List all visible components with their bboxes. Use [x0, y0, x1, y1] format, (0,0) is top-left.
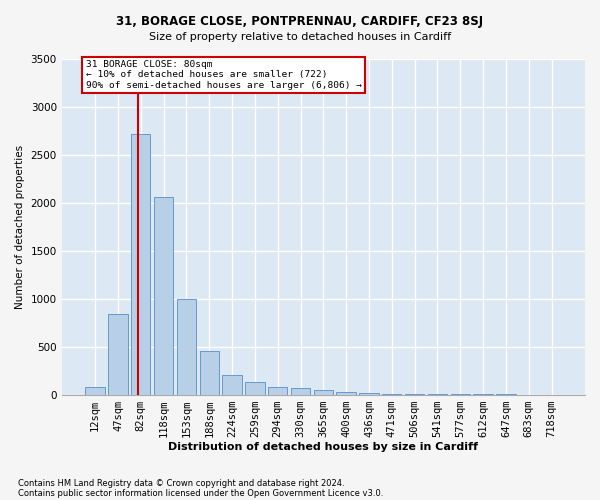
Bar	[291, 388, 310, 394]
Y-axis label: Number of detached properties: Number of detached properties	[15, 144, 25, 309]
Text: Contains public sector information licensed under the Open Government Licence v3: Contains public sector information licen…	[18, 488, 383, 498]
Bar	[108, 314, 128, 394]
X-axis label: Distribution of detached houses by size in Cardiff: Distribution of detached houses by size …	[169, 442, 478, 452]
Text: 31 BORAGE CLOSE: 80sqm
← 10% of detached houses are smaller (722)
90% of semi-de: 31 BORAGE CLOSE: 80sqm ← 10% of detached…	[86, 60, 362, 90]
Text: 31, BORAGE CLOSE, PONTPRENNAU, CARDIFF, CF23 8SJ: 31, BORAGE CLOSE, PONTPRENNAU, CARDIFF, …	[116, 15, 484, 28]
Bar	[177, 298, 196, 394]
Bar	[359, 392, 379, 394]
Text: Size of property relative to detached houses in Cardiff: Size of property relative to detached ho…	[149, 32, 451, 42]
Bar	[200, 352, 219, 395]
Bar	[268, 387, 287, 394]
Bar	[223, 375, 242, 394]
Bar	[314, 390, 333, 394]
Bar	[245, 382, 265, 394]
Bar	[154, 197, 173, 394]
Bar	[131, 134, 151, 394]
Bar	[337, 392, 356, 394]
Text: Contains HM Land Registry data © Crown copyright and database right 2024.: Contains HM Land Registry data © Crown c…	[18, 478, 344, 488]
Bar	[85, 388, 105, 394]
